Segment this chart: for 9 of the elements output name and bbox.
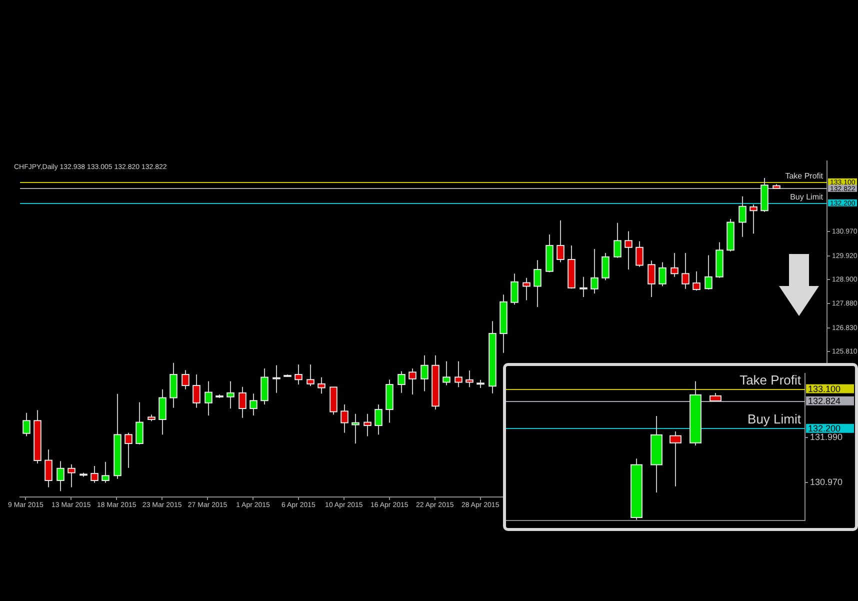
ref-line-label: Buy Limit [790,192,824,202]
y-tick-label: 132.824 [808,396,841,406]
y-tick-label: 132.200 [808,423,841,434]
y-tick-label: 131.990 [810,432,843,442]
ref-line-label: Take Profit [785,172,824,181]
y-tick-label: 130.970 [810,476,843,487]
ref-line-label: Take Profit [740,372,802,388]
y-tick-label: 133.100 [808,384,841,394]
ref-line-label: Buy Limit [748,412,802,427]
